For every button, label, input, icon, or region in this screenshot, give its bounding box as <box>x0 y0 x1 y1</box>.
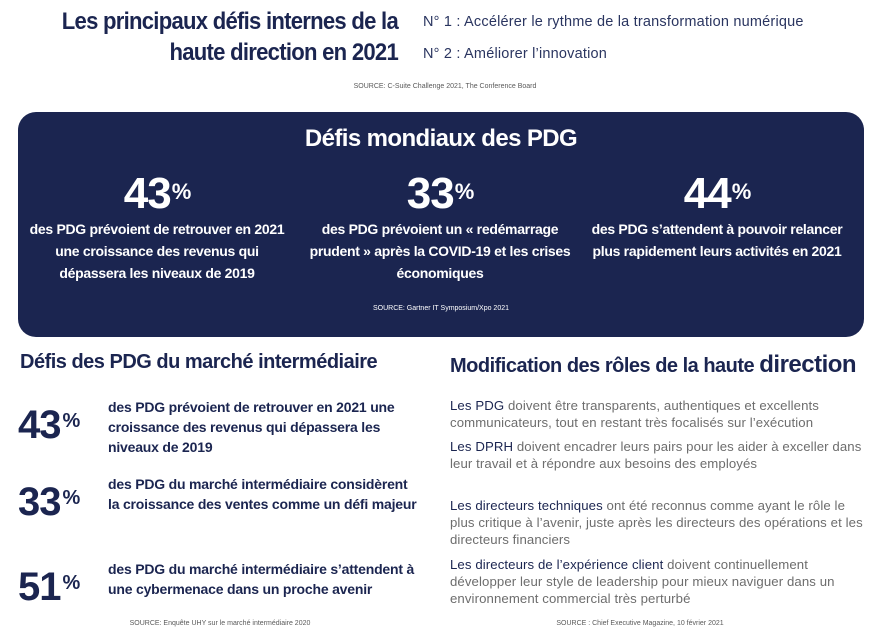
priority-1: N° 1 : Accélérer le rythme de la transfo… <box>423 14 804 30</box>
global-stat-value: 43% <box>123 169 191 218</box>
global-stat-3: 44% des PDG s’attendent à pouvoir relanc… <box>586 170 848 262</box>
priority-2: N° 2 : Améliorer l’innovation <box>423 46 608 62</box>
global-title: Défis mondiaux des PDG <box>304 125 578 152</box>
midmarket-stat-value: 51% <box>18 565 80 609</box>
global-stat-text: des PDG prévoient un « redémarrage prude… <box>309 221 571 281</box>
global-stat-1: 43% des PDG prévoient de retrouver en 20… <box>26 170 288 284</box>
header-source: SOURCE: C-Suite Challenge 2021, The Conf… <box>353 83 537 90</box>
global-source: SOURCE: Gartner IT Symposium/Xpo 2021 <box>372 305 510 312</box>
roles-title: Modification des rôles de la haute direc… <box>450 351 857 378</box>
global-stat-value: 44% <box>683 169 751 218</box>
global-stat-value: 33% <box>406 169 474 218</box>
role-item-ceo: Les PDG doivent être transparents, authe… <box>450 398 819 430</box>
midmarket-stat-value: 43% <box>18 403 80 447</box>
global-stat-2: 33% des PDG prévoient un « redémarrage p… <box>309 170 571 284</box>
role-item-cx: Les directeurs de l’expérience client do… <box>450 557 835 606</box>
midmarket-stat-text: des PDG du marché intermédiaire s’attend… <box>108 561 415 597</box>
midmarket-stat-text: des PDG du marché intermédiaire considèr… <box>108 476 417 512</box>
global-stat-text: des PDG s’attendent à pouvoir relancer p… <box>591 221 843 259</box>
midmarket-stat-text: des PDG prévoient de retrouver en 2021 u… <box>108 399 395 455</box>
global-stat-text: des PDG prévoient de retrouver en 2021 u… <box>29 221 285 281</box>
role-item-cto: Les directeurs techniques ont été reconn… <box>450 498 863 547</box>
midmarket-stat-value: 33% <box>18 480 80 524</box>
roles-source: SOURCE : Chief Executive Magazine, 10 fé… <box>556 620 724 627</box>
midmarket-source: SOURCE: Enquête UHY sur le marché interm… <box>129 620 311 627</box>
page-title: Les principaux défis internes de la haut… <box>61 8 399 66</box>
midmarket-title: Défis des PDG du marché intermédiaire <box>20 351 378 373</box>
global-challenges-panel: Défis mondiaux des PDG 43% des PDG prévo… <box>18 112 864 337</box>
role-item-hr: Les DPRH doivent encadrer leurs pairs po… <box>450 439 862 471</box>
